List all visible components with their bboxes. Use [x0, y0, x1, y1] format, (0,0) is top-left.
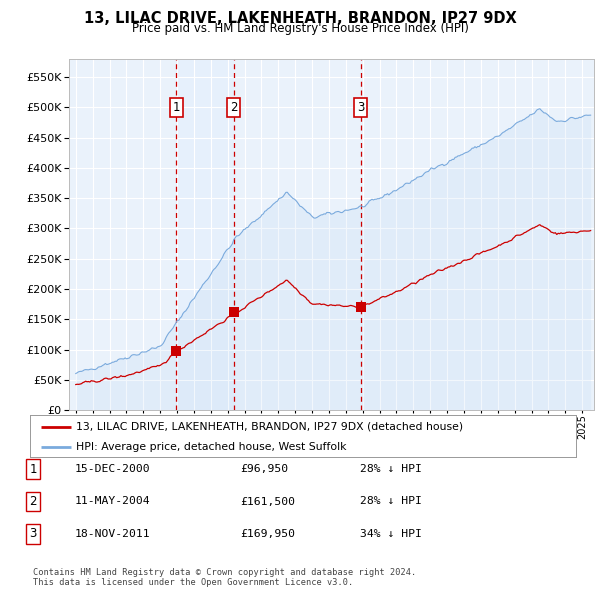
Text: Contains HM Land Registry data © Crown copyright and database right 2024.
This d: Contains HM Land Registry data © Crown c…: [33, 568, 416, 587]
Text: 28% ↓ HPI: 28% ↓ HPI: [360, 464, 422, 474]
Text: 15-DEC-2000: 15-DEC-2000: [75, 464, 151, 474]
Text: £161,500: £161,500: [240, 497, 295, 506]
Text: HPI: Average price, detached house, West Suffolk: HPI: Average price, detached house, West…: [76, 442, 347, 451]
Text: 13, LILAC DRIVE, LAKENHEATH, BRANDON, IP27 9DX (detached house): 13, LILAC DRIVE, LAKENHEATH, BRANDON, IP…: [76, 422, 464, 432]
Text: 13, LILAC DRIVE, LAKENHEATH, BRANDON, IP27 9DX: 13, LILAC DRIVE, LAKENHEATH, BRANDON, IP…: [83, 11, 517, 25]
Text: 1: 1: [29, 463, 37, 476]
Text: 28% ↓ HPI: 28% ↓ HPI: [360, 497, 422, 506]
Text: 11-MAY-2004: 11-MAY-2004: [75, 497, 151, 506]
Bar: [176, 59, 234, 410]
Text: 34% ↓ HPI: 34% ↓ HPI: [360, 529, 422, 539]
Text: 2: 2: [29, 495, 37, 508]
Text: 3: 3: [29, 527, 37, 540]
Text: 2: 2: [230, 101, 238, 114]
Text: 3: 3: [357, 101, 364, 114]
Text: 1: 1: [173, 101, 180, 114]
Text: £96,950: £96,950: [240, 464, 288, 474]
Text: 18-NOV-2011: 18-NOV-2011: [75, 529, 151, 539]
Text: £169,950: £169,950: [240, 529, 295, 539]
Text: Price paid vs. HM Land Registry's House Price Index (HPI): Price paid vs. HM Land Registry's House …: [131, 22, 469, 35]
